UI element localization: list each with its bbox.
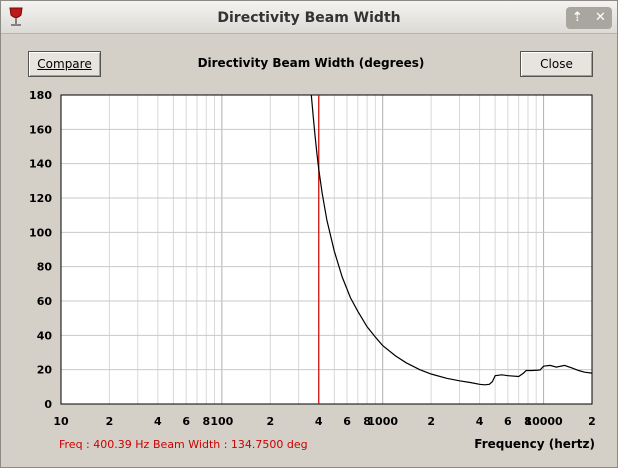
x-tick-label: 4 bbox=[154, 415, 162, 428]
x-tick-label: 8 bbox=[524, 415, 532, 428]
beam-width-curve bbox=[310, 94, 593, 386]
plot-area bbox=[61, 95, 592, 404]
wine-glass-icon bbox=[9, 7, 23, 26]
y-tick-label: 40 bbox=[37, 329, 53, 342]
x-tick-label: 6 bbox=[504, 415, 512, 428]
x-tick-label: 4 bbox=[315, 415, 323, 428]
x-tick-label: 2 bbox=[266, 415, 274, 428]
chart-title: Directivity Beam Width (degrees) bbox=[197, 56, 425, 70]
x-tick-label: 2 bbox=[427, 415, 435, 428]
x-tick-label: 8 bbox=[202, 415, 210, 428]
x-tick-label: 2 bbox=[588, 415, 596, 428]
y-tick-label: 140 bbox=[29, 158, 52, 171]
x-tick-label: 6 bbox=[343, 415, 351, 428]
y-tick-label: 20 bbox=[37, 364, 53, 377]
compare-button[interactable]: Compare bbox=[28, 51, 101, 77]
y-tick-label: 60 bbox=[37, 295, 53, 308]
y-tick-label: 100 bbox=[29, 226, 52, 239]
close-button[interactable]: Close bbox=[520, 51, 593, 77]
y-tick-label: 80 bbox=[37, 261, 53, 274]
title-bar[interactable]: Directivity Beam Width ⇡ ✕ bbox=[1, 1, 617, 34]
y-tick-label: 120 bbox=[29, 192, 52, 205]
maximize-up-icon[interactable]: ⇡ bbox=[572, 10, 583, 25]
frequency-readout: Freq : 400.39 Hz bbox=[59, 438, 150, 451]
x-tick-label: 8 bbox=[363, 415, 371, 428]
x-tick-label: 4 bbox=[476, 415, 484, 428]
x-tick-label: 10 bbox=[53, 415, 69, 428]
window-title: Directivity Beam Width bbox=[217, 10, 401, 26]
x-tick-label: 2 bbox=[106, 415, 114, 428]
x-tick-label: 10000 bbox=[524, 415, 563, 428]
x-tick-label: 6 bbox=[182, 415, 190, 428]
x-tick-label: 1000 bbox=[367, 415, 398, 428]
y-tick-label: 0 bbox=[44, 398, 52, 411]
close-window-icon[interactable]: ✕ bbox=[595, 10, 606, 25]
beam-width-readout: Beam Width : 134.7500 deg bbox=[153, 438, 308, 451]
x-tick-label: 100 bbox=[210, 415, 233, 428]
y-tick-label: 180 bbox=[29, 89, 52, 102]
x-axis-label: Frequency (hertz) bbox=[474, 437, 595, 451]
compare-button-label: Compare bbox=[37, 57, 92, 71]
titlebar-button-group: ⇡ ✕ bbox=[566, 7, 612, 29]
plot-border bbox=[60, 94, 593, 405]
y-tick-label: 160 bbox=[29, 123, 52, 136]
